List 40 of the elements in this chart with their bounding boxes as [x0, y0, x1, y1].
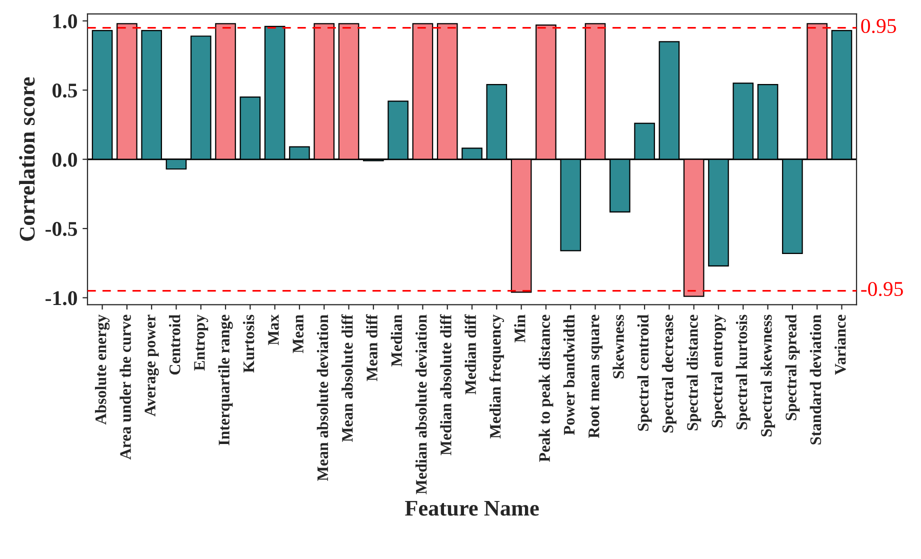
x-tick-label: Median [390, 314, 402, 366]
ref-line-label: 0.95 [861, 18, 896, 34]
y-tick-label: 0.5 [52, 83, 78, 98]
x-tick-label: Power bandwidth [563, 314, 575, 435]
x-axis-title: Feature Name [405, 500, 539, 516]
x-tick-label: Min [514, 314, 526, 342]
x-tick-label: Median frequency [489, 314, 504, 438]
x-tick-label: Spectral entropy [711, 314, 726, 428]
x-tick-label: Spectral centroid [637, 314, 652, 431]
x-tick-label: Spectral distance [686, 314, 702, 430]
x-tick-label: Mean [292, 314, 304, 354]
x-tick-label: Peak to peak distance [538, 314, 554, 462]
x-tick-label: Entropy [194, 314, 208, 371]
x-tick-label: Average power [144, 314, 159, 416]
y-tick-label: 1.0 [53, 14, 77, 28]
x-tick-label: Spectral decrease [662, 314, 676, 433]
x-tick-label: Max [268, 314, 279, 346]
x-tick-label: Variance [834, 314, 846, 375]
x-tick-label: Area under the curve [120, 314, 131, 460]
x-tick-label: Root mean square [588, 314, 602, 438]
x-tick-label: Median absolute diff [440, 314, 452, 456]
x-tick-label: Spectral skewness [760, 314, 776, 436]
x-tick-label: Absolute energy [94, 314, 110, 425]
x-tick-label: Median diff [464, 314, 476, 394]
x-tick-label: Interquartile range [218, 314, 233, 446]
y-tick-label: -0.5 [46, 222, 78, 236]
x-tick-label: Spectral kurtosis [736, 314, 750, 430]
x-tick-label: Skewness [612, 314, 624, 378]
x-tick-label: Mean absolute deviation [316, 314, 328, 481]
x-tick-label: Median absolute deviation [415, 314, 427, 494]
ref-line-label: -0.95 [861, 282, 903, 296]
x-tick-label: Centroid [168, 314, 180, 375]
y-tick-label: 0.0 [52, 152, 77, 167]
y-axis-title: Correlation score [19, 77, 35, 241]
x-tick-label: Spectral spread [785, 314, 800, 420]
x-tick-label: Mean absolute diff [341, 314, 353, 442]
x-tick-label: Kurtosis [242, 314, 254, 373]
x-tick-label: Standard deviation [810, 314, 822, 444]
y-tick-label: -1.0 [46, 291, 77, 306]
x-tick-label: Mean diff [366, 314, 378, 382]
